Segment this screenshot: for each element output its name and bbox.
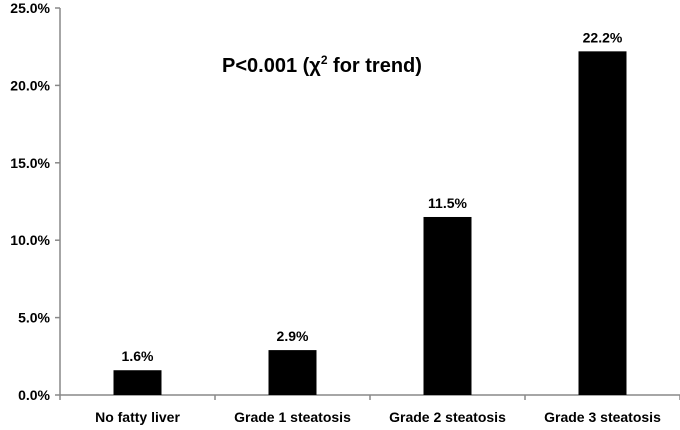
bar [113, 370, 162, 395]
bar-data-label: 1.6% [122, 348, 154, 364]
x-category-label: Grade 3 steatosis [544, 409, 661, 425]
annotation-superscript: 2 [321, 53, 328, 67]
annotation-suffix: for trend) [328, 55, 422, 77]
x-category-label: No fatty liver [95, 409, 180, 425]
axes: 0.0% 5.0% 10.0% 15.0% 20.0% 25.0% [10, 0, 680, 403]
bar [423, 216, 472, 395]
bar-data-label: 2.9% [277, 328, 309, 344]
y-tick-label: 15.0% [10, 155, 50, 171]
x-category-label: Grade 1 steatosis [234, 409, 351, 425]
bar [268, 350, 317, 395]
trend-annotation: P<0.001 (χ2 for trend) [222, 53, 422, 77]
bars [113, 51, 627, 396]
labels: 1.6% No fatty liver 2.9% Grade 1 steatosis 1… [95, 29, 661, 425]
y-tick-label: 5.0% [18, 310, 50, 326]
annotation-prefix: P<0.001 (χ [222, 55, 321, 77]
bar-data-label: 22.2% [583, 29, 623, 45]
x-category-label: Grade 2 steatosis [389, 409, 506, 425]
bar [578, 51, 627, 396]
y-tick-label: 10.0% [10, 232, 50, 248]
y-tick-label: 0.0% [18, 387, 50, 403]
bar-data-label: 11.5% [428, 195, 467, 211]
y-tick-label: 25.0% [10, 0, 50, 16]
y-tick-label: 20.0% [10, 77, 50, 93]
